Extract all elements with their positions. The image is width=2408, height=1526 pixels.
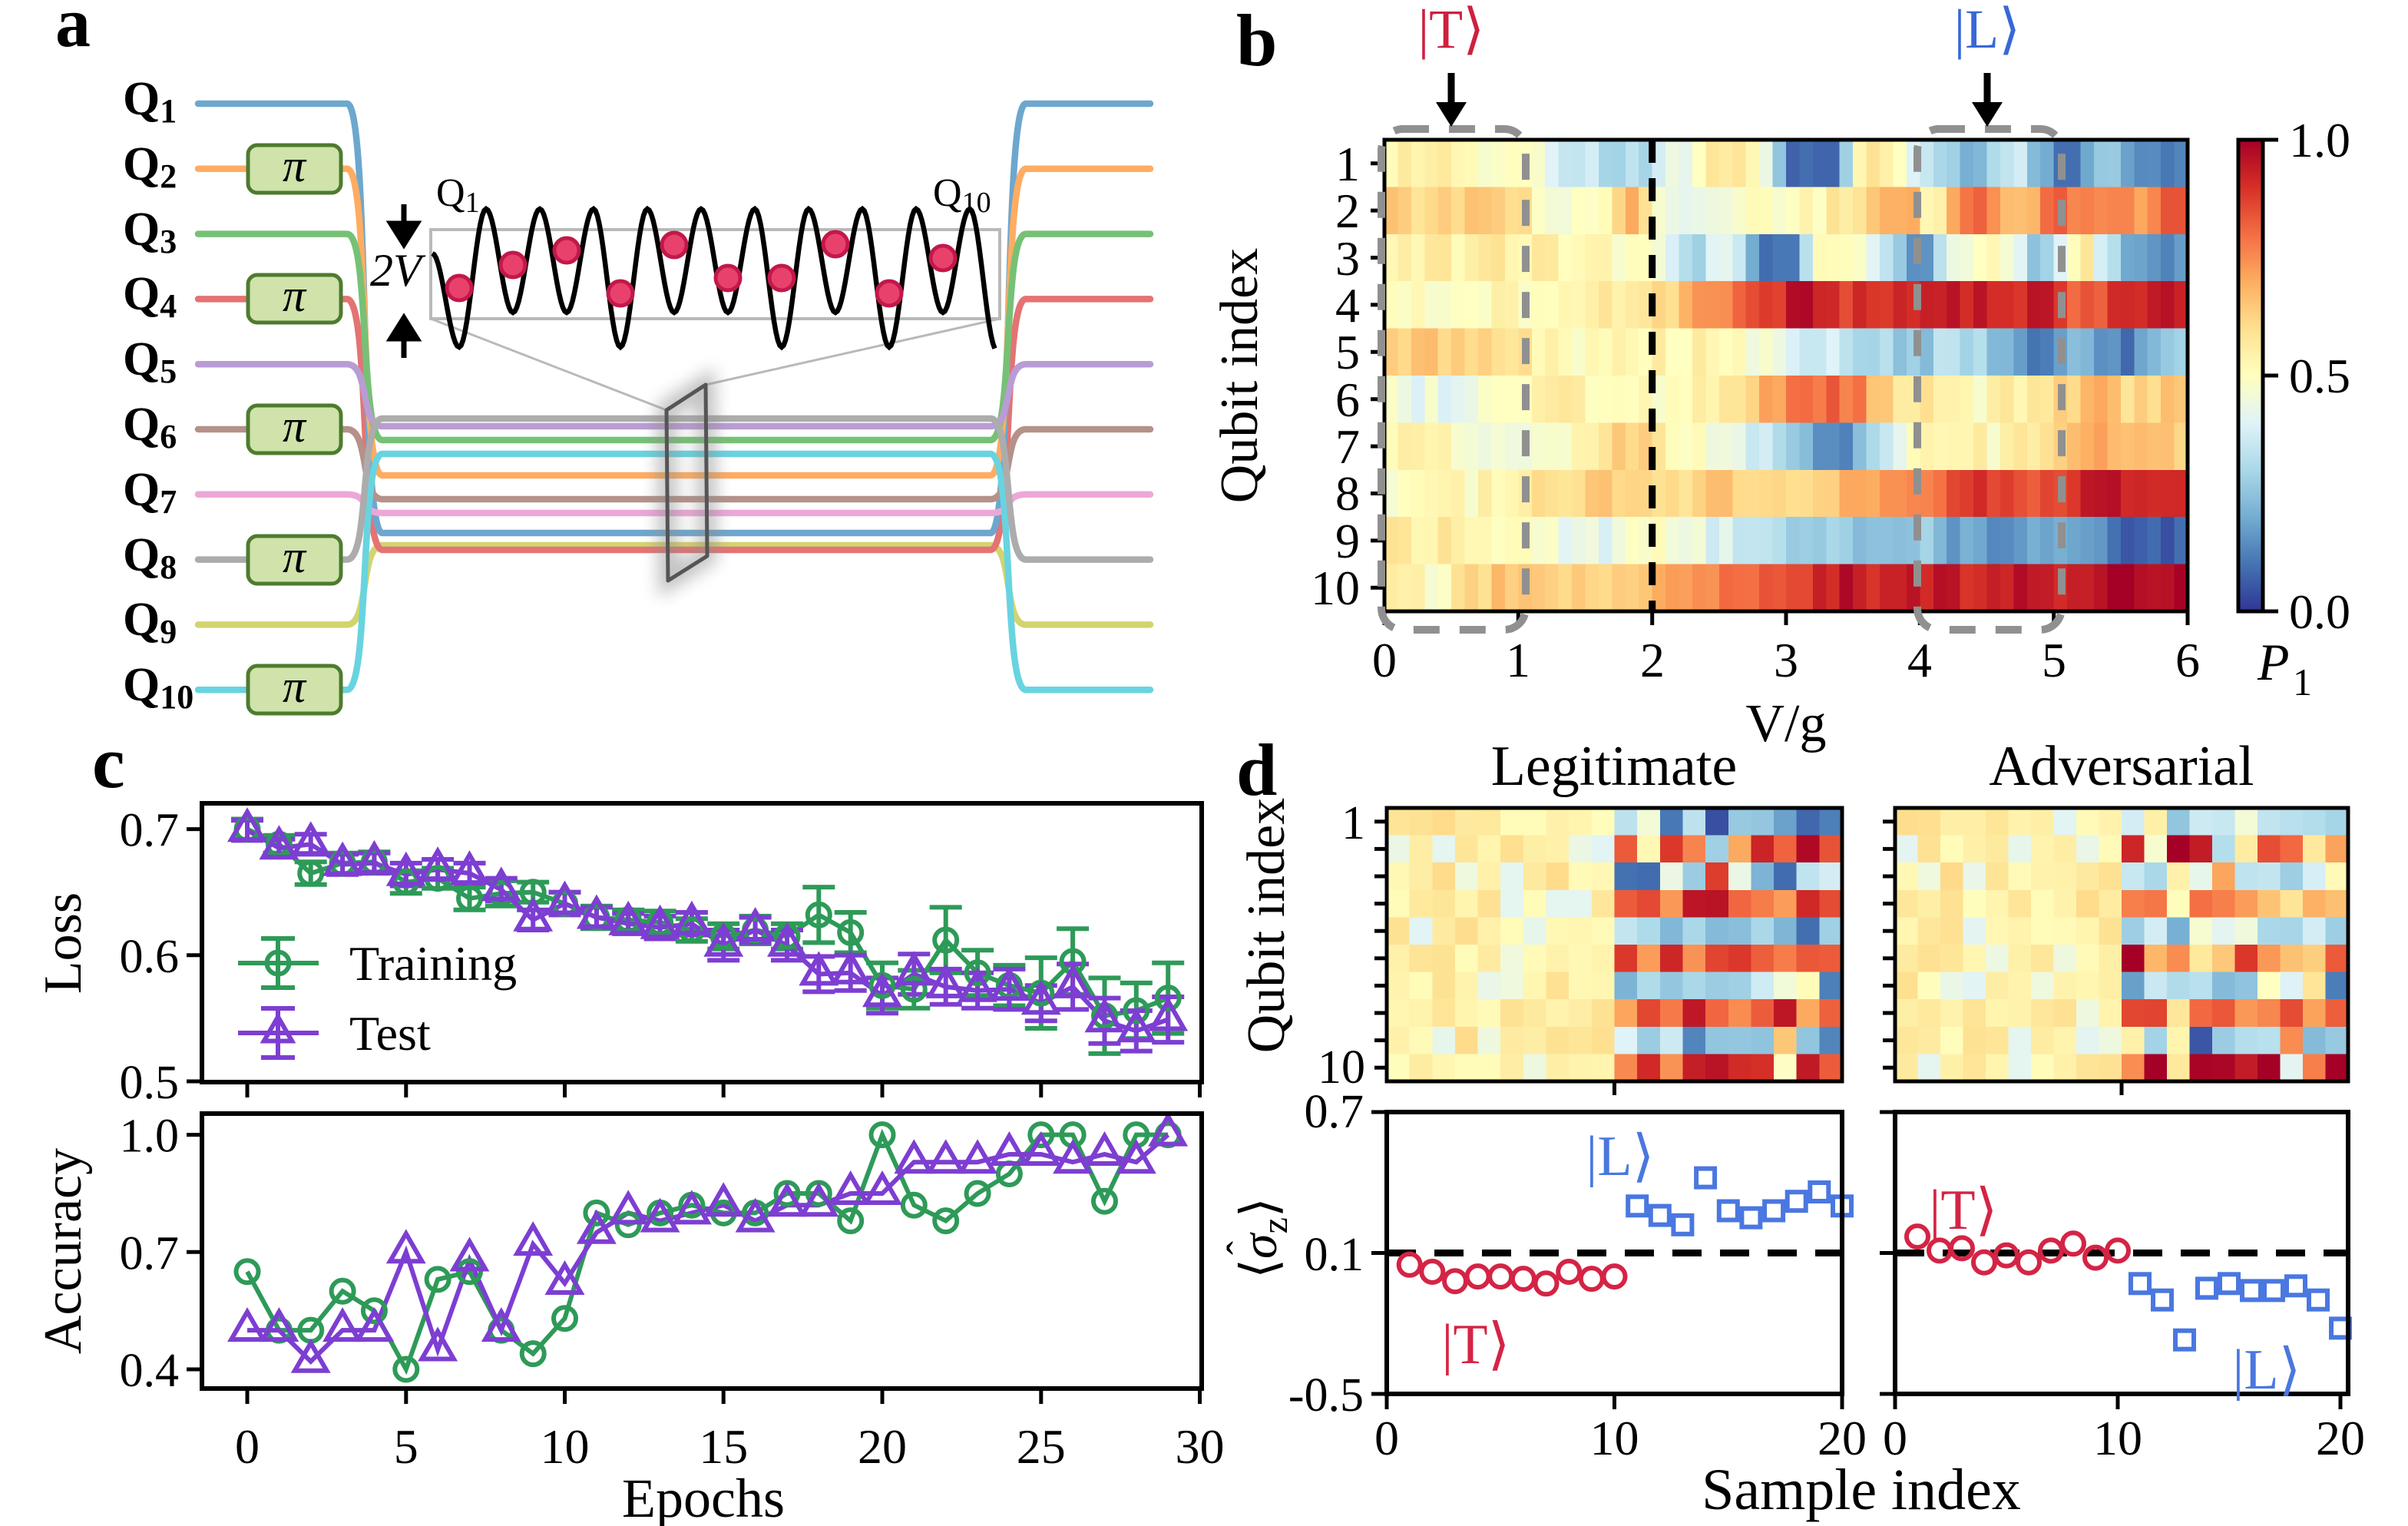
svg-text:0.7: 0.7 (1305, 1086, 1364, 1138)
svg-text:0: 0 (1372, 633, 1397, 687)
svg-text:Q10: Q10 (933, 171, 991, 219)
svg-text:20: 20 (1818, 1411, 1867, 1465)
svg-text:0.5: 0.5 (120, 1057, 180, 1109)
svg-text:5: 5 (394, 1419, 418, 1474)
svg-text:0.4: 0.4 (120, 1345, 180, 1397)
svg-text:Epochs: Epochs (622, 1468, 785, 1526)
svg-text:1: 1 (1341, 797, 1365, 849)
svg-text:10: 10 (1590, 1411, 1639, 1465)
svg-text:Q7: Q7 (123, 464, 177, 521)
svg-text:1: 1 (2293, 660, 2312, 703)
svg-text:3: 3 (1774, 633, 1798, 687)
svg-text:20: 20 (858, 1419, 907, 1474)
svg-text:2V: 2V (370, 245, 426, 296)
svg-text:5: 5 (2042, 633, 2066, 687)
svg-text:6: 6 (1335, 372, 1360, 427)
svg-text:6: 6 (2175, 633, 2200, 687)
svg-text:8: 8 (1335, 466, 1360, 521)
svg-text:2: 2 (1335, 184, 1360, 238)
svg-text:Q5: Q5 (123, 333, 177, 390)
svg-text:25: 25 (1017, 1419, 1066, 1474)
svg-text:3: 3 (1335, 231, 1360, 286)
svg-text:4: 4 (1907, 633, 1932, 687)
svg-text:9: 9 (1335, 514, 1360, 568)
svg-text:π: π (283, 270, 307, 321)
svg-text:Q1: Q1 (123, 73, 177, 130)
svg-text:Q2: Q2 (123, 138, 177, 195)
svg-text:Qubit index: Qubit index (1210, 248, 1269, 503)
svg-text:15: 15 (699, 1419, 748, 1474)
svg-text:Q3: Q3 (123, 204, 177, 260)
svg-text:|L⟩: |L⟩ (1586, 1125, 1655, 1188)
svg-text:0: 0 (235, 1419, 260, 1474)
svg-text:10: 10 (2093, 1411, 2142, 1465)
svg-text:c: c (92, 721, 125, 803)
svg-text:|T⟩: |T⟩ (1418, 0, 1484, 60)
svg-text:2: 2 (1640, 633, 1665, 687)
svg-text:Adversarial: Adversarial (1989, 735, 2254, 798)
svg-text:⟨σz⟩: ⟨σz⟩ (1232, 1197, 1295, 1278)
svg-text:Q6: Q6 (123, 399, 177, 455)
svg-text:|L⟩: |L⟩ (1954, 0, 2020, 60)
svg-text:1.0: 1.0 (120, 1111, 180, 1163)
svg-text:Test: Test (349, 1006, 431, 1061)
svg-text:Qubit index: Qubit index (1237, 798, 1296, 1053)
svg-text:π: π (283, 141, 307, 191)
svg-text:Legitimate: Legitimate (1491, 735, 1738, 798)
svg-text:7: 7 (1335, 419, 1360, 474)
svg-text:30: 30 (1176, 1419, 1225, 1474)
svg-text:P: P (2257, 633, 2290, 691)
svg-text:Q9: Q9 (123, 594, 177, 650)
svg-text:1: 1 (1335, 137, 1360, 191)
svg-text:π: π (283, 661, 307, 712)
svg-text:Sample index: Sample index (1702, 1458, 2021, 1522)
svg-text:Q1: Q1 (436, 171, 480, 219)
svg-text:|T⟩: |T⟩ (1442, 1313, 1510, 1376)
svg-text:0.6: 0.6 (120, 931, 180, 983)
svg-text:ˆ: ˆ (1219, 1241, 1265, 1255)
svg-text:0.7: 0.7 (120, 1227, 180, 1279)
svg-text:0.0: 0.0 (2289, 584, 2350, 639)
svg-text:4: 4 (1335, 278, 1360, 333)
svg-text:π: π (283, 531, 307, 582)
svg-text:Loss: Loss (34, 892, 93, 994)
svg-text:0.1: 0.1 (1305, 1229, 1364, 1281)
svg-text:Q4: Q4 (123, 268, 177, 325)
svg-text:V/g: V/g (1746, 694, 1827, 753)
svg-text:d: d (1236, 729, 1277, 811)
svg-text:b: b (1236, 0, 1277, 81)
svg-text:20: 20 (2316, 1411, 2365, 1465)
svg-text:0: 0 (1374, 1411, 1399, 1465)
svg-text:0: 0 (1883, 1411, 1907, 1465)
svg-text:0.7: 0.7 (120, 805, 180, 857)
svg-text:a: a (55, 0, 91, 61)
svg-text:1: 1 (1506, 633, 1530, 687)
svg-text:Q10: Q10 (123, 659, 194, 716)
svg-text:10: 10 (1318, 1041, 1365, 1094)
svg-text:π: π (283, 401, 307, 452)
svg-text:5: 5 (1335, 325, 1360, 379)
svg-text:Training: Training (349, 936, 517, 991)
svg-text:|L⟩: |L⟩ (2233, 1339, 2301, 1402)
svg-text:10: 10 (541, 1419, 590, 1474)
svg-text:0.5: 0.5 (2289, 349, 2350, 403)
svg-text:1.0: 1.0 (2289, 113, 2350, 167)
svg-text:Accuracy: Accuracy (34, 1148, 93, 1354)
svg-text:-0.5: -0.5 (1288, 1369, 1364, 1422)
svg-text:10: 10 (1311, 561, 1360, 615)
svg-text:Q8: Q8 (123, 529, 177, 586)
svg-text:|T⟩: |T⟩ (1930, 1179, 1998, 1242)
